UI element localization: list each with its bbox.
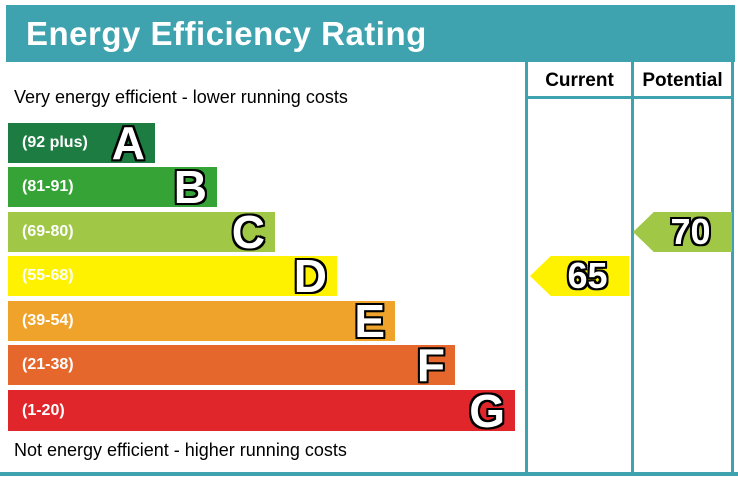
band-a: (92 plus) A (8, 117, 155, 169)
band-d-letter: D (293, 250, 327, 302)
band-b-letter: B (173, 161, 207, 213)
column-header-current: Current (545, 70, 614, 91)
band-d-range: (55-68) (22, 267, 74, 284)
band-e-letter: E (354, 295, 385, 347)
band-d: (55-68) D (8, 250, 337, 302)
column-header-potential: Potential (642, 70, 723, 91)
band-g-range: (1-20) (22, 401, 65, 419)
table-border-left (525, 62, 528, 476)
band-a-letter: A (111, 117, 145, 169)
current-rating-arrow-icon: 65 (530, 256, 629, 296)
band-f: (21-38) F (8, 339, 455, 391)
band-g-letter: G (469, 384, 505, 437)
band-f-letter: F (416, 339, 445, 391)
current-rating-value: 65 (567, 255, 608, 296)
potential-rating-value: 70 (670, 211, 711, 252)
chart-title-bar: Energy Efficiency Rating (6, 5, 735, 62)
chart-bottom-border (0, 472, 738, 476)
band-e: (39-54) E (8, 295, 395, 347)
potential-rating-arrow-icon: 70 (633, 212, 732, 252)
band-a-range: (92 plus) (22, 134, 88, 151)
band-c-letter: C (231, 206, 265, 258)
band-g: (1-20) G (8, 384, 515, 437)
table-border-right (731, 62, 734, 476)
band-c: (69-80) C (8, 206, 275, 258)
band-e-range: (39-54) (22, 312, 74, 329)
band-f-range: (21-38) (22, 356, 74, 373)
band-b: (81-91) B (8, 161, 217, 213)
chart-title: Energy Efficiency Rating (26, 14, 427, 52)
table-border-middle (631, 62, 634, 476)
top-note: Very energy efficient - lower running co… (14, 87, 348, 107)
band-b-range: (81-91) (22, 178, 74, 195)
bottom-note: Not energy efficient - higher running co… (14, 440, 347, 460)
band-c-range: (69-80) (22, 223, 74, 240)
table-header-separator (525, 96, 734, 99)
